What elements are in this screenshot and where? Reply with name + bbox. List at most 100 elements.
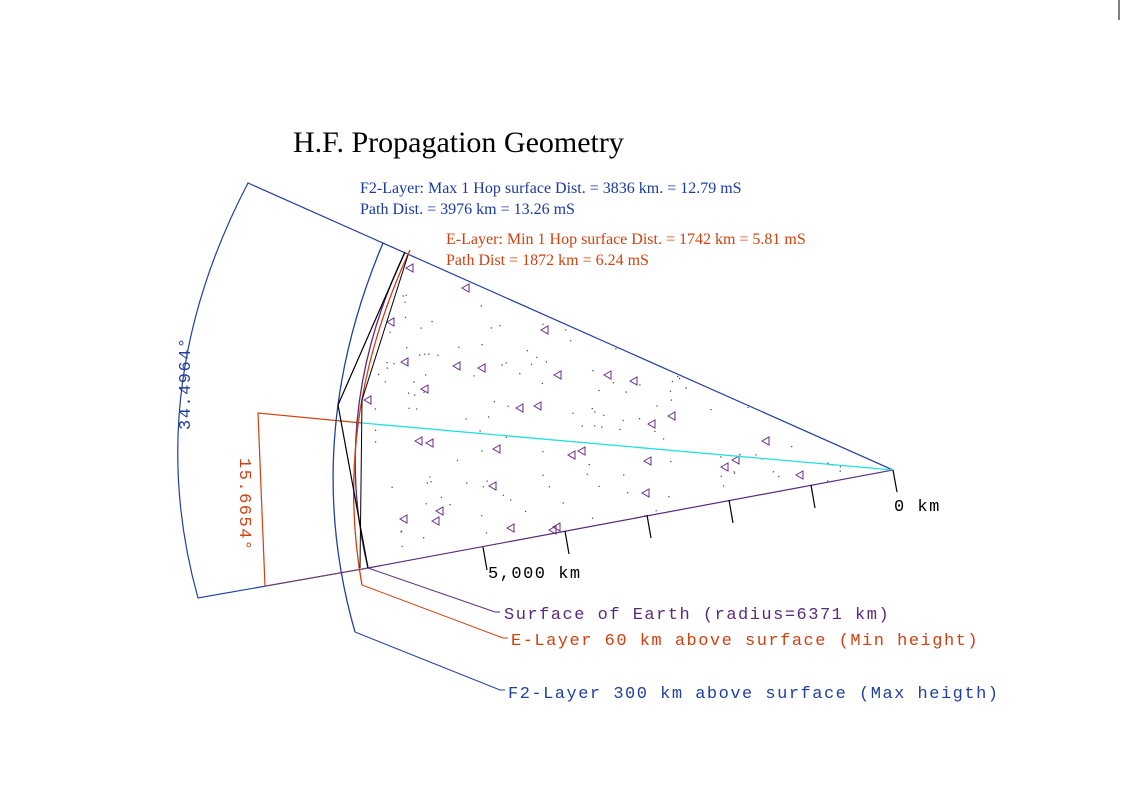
triangle	[419, 384, 429, 394]
dot	[404, 301, 406, 303]
dot	[685, 387, 687, 389]
dot	[739, 453, 741, 456]
dot	[386, 361, 388, 364]
origin-label: 0 km	[894, 498, 941, 517]
dot	[524, 510, 527, 513]
dot	[481, 450, 483, 452]
triangle	[566, 450, 576, 460]
dot-field	[374, 294, 842, 548]
dot	[541, 382, 544, 385]
dot	[601, 426, 603, 428]
triangle	[642, 456, 652, 466]
triangle	[424, 438, 434, 448]
dot	[437, 354, 439, 356]
dot	[425, 503, 427, 505]
dot	[734, 472, 736, 474]
f2-ray-path	[337, 251, 406, 569]
triangle	[434, 506, 444, 516]
legend-surface: Surface of Earth (radius=6371 km)	[504, 606, 890, 625]
dot	[656, 405, 658, 407]
dot	[565, 329, 567, 331]
dot	[668, 496, 670, 498]
e-angle-dimension	[257, 412, 363, 587]
dot	[407, 392, 410, 394]
dot	[505, 436, 508, 438]
dot	[458, 346, 460, 348]
dot	[423, 391, 425, 393]
triangle	[547, 525, 557, 535]
surface-leader	[367, 567, 500, 613]
triangle	[646, 419, 656, 429]
dot	[827, 462, 829, 464]
dot	[591, 517, 594, 519]
dot	[670, 399, 673, 401]
dot	[428, 353, 430, 355]
dot	[374, 441, 377, 443]
dot	[519, 372, 521, 375]
dot	[598, 389, 600, 392]
dot	[827, 480, 829, 482]
dot	[429, 476, 431, 478]
dot	[733, 471, 735, 473]
dot	[542, 323, 544, 325]
triangle	[552, 370, 562, 380]
dot	[502, 494, 504, 496]
e-angle-label: 15.6654°	[234, 458, 253, 552]
dot	[424, 353, 426, 355]
dot	[676, 375, 679, 378]
triangle-field	[362, 263, 804, 535]
dot	[627, 492, 629, 494]
dot	[545, 361, 548, 363]
triangle	[413, 436, 423, 446]
triangle	[719, 462, 729, 472]
dot	[413, 381, 415, 383]
dot	[490, 327, 493, 329]
e-angle-base	[264, 567, 369, 587]
triangle	[576, 446, 586, 456]
dot	[622, 419, 624, 422]
dot	[487, 416, 490, 418]
triangle	[539, 325, 549, 335]
dot	[416, 408, 418, 410]
dot	[839, 466, 842, 468]
dot	[615, 348, 617, 350]
dot	[456, 459, 459, 462]
dot	[402, 295, 404, 297]
dot	[414, 394, 416, 396]
lower-radius	[367, 469, 894, 569]
triangle	[794, 470, 804, 480]
dot	[655, 510, 657, 512]
dot	[612, 382, 615, 384]
dot	[431, 320, 433, 323]
dot	[581, 425, 583, 427]
dot	[678, 377, 681, 380]
dot	[710, 408, 712, 411]
dot	[465, 418, 467, 420]
bisector	[361, 422, 894, 471]
dot	[623, 474, 625, 476]
e-layer-arc	[353, 249, 411, 586]
dot	[791, 445, 793, 448]
dot	[377, 373, 380, 376]
dot	[389, 331, 391, 333]
dot	[384, 381, 386, 383]
triangle	[628, 376, 638, 386]
dot	[400, 531, 402, 533]
triangle	[476, 363, 486, 373]
dot	[542, 451, 544, 453]
dot	[594, 425, 596, 427]
triangle	[640, 488, 650, 498]
distance-label: 5,000 km	[488, 565, 582, 584]
dot	[747, 406, 749, 409]
triangle	[532, 401, 542, 411]
dot	[391, 486, 393, 488]
dot	[486, 480, 488, 482]
dot	[466, 482, 468, 484]
f2-info: Path Dist. = 3976 km = 13.26 mS	[360, 201, 575, 218]
dot	[480, 305, 483, 307]
dot	[755, 454, 757, 456]
e-info: E-Layer: Min 1 Hop surface Dist. = 1742 …	[446, 231, 806, 248]
dot	[426, 482, 429, 484]
triangle	[730, 455, 740, 465]
